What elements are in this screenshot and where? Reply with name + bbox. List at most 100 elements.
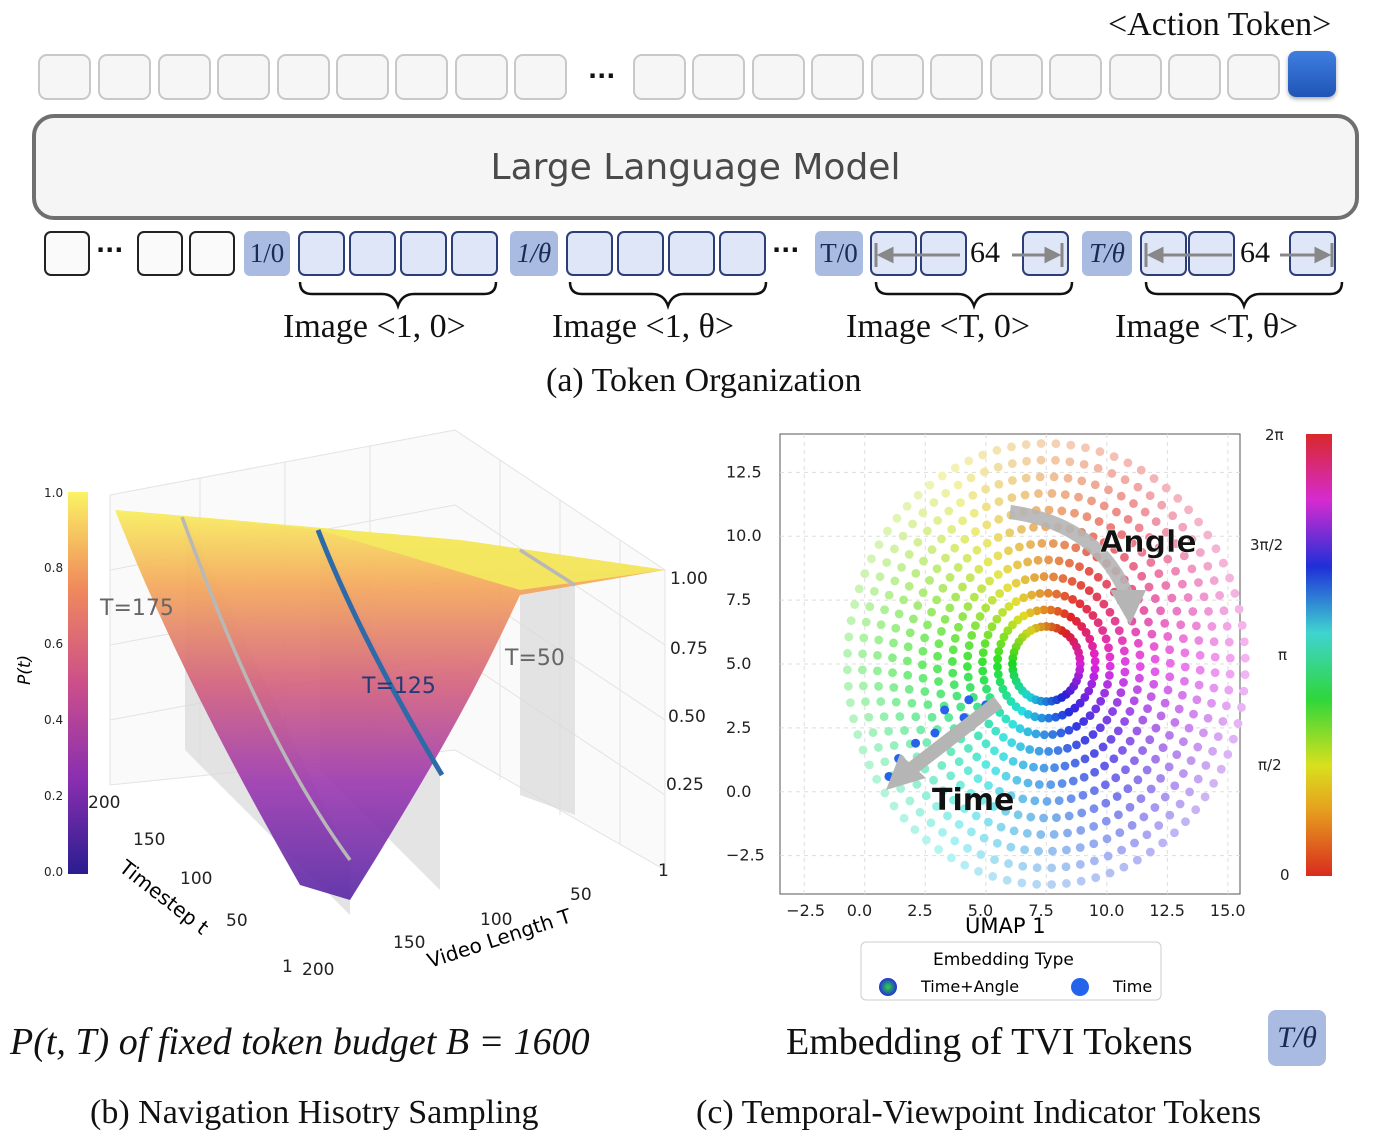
embedding-point [874,681,883,691]
embedding-point [1056,728,1066,738]
embedding-point [1117,530,1127,540]
hue-colorbar-ticks: 2π 3π/2 π π/2 0 [1250,426,1290,884]
embedding-point [1101,798,1111,808]
embedding-point [1107,469,1117,478]
embedding-point [857,665,867,675]
image-token [451,231,498,276]
embedding-point [958,582,967,592]
embedding-point [894,609,904,619]
z-axis-label: P(t) [15,655,35,685]
embedding-point [1049,830,1059,839]
embedding-point [1160,792,1170,802]
embedding-point [1001,771,1011,781]
embedding-point [925,480,935,490]
embedding-point [1174,704,1184,714]
embedding-point [1150,594,1160,603]
embedding-point [1186,756,1196,766]
embedding-point [876,697,886,706]
embedding-point [1171,566,1180,576]
embedding-point [854,584,864,594]
embedding-point [1179,551,1189,561]
embedding-point [937,626,946,636]
image-token [617,231,664,276]
embedding-point [1100,780,1110,790]
embedding-point [1026,812,1036,822]
embedding-point [865,602,875,611]
embedding-point [1039,572,1049,581]
embedding-point [1123,784,1133,794]
embedding-point [1125,802,1135,812]
embedding-point [937,534,946,544]
embedding-point [1163,554,1173,564]
embedding-point [889,638,898,648]
embedding-point [1178,769,1188,778]
embedding-point [849,714,858,724]
embedding-point [1184,723,1194,733]
embedding-point [1085,634,1095,644]
embedding-point [946,853,956,863]
embedding-point [846,616,856,626]
image-token [719,231,766,276]
cbar-tick: 0.8 [44,561,63,575]
embedding-point [1194,517,1203,527]
embedding-point [951,592,961,602]
embedding-point [1013,560,1022,570]
embedding-point [1039,730,1049,740]
output-token [1227,54,1280,100]
embedding-point [1075,599,1085,609]
embedding-point [956,780,965,790]
embedding-point [1075,562,1084,571]
x-tick: 200 [302,960,334,980]
angle-arrow-head [1110,590,1146,625]
embedding-point [1062,879,1071,888]
embedding-point [1098,742,1108,752]
output-token [930,54,983,100]
cbar-tick: 1.0 [44,486,63,500]
embedding-point [1015,724,1025,733]
embedding-point [1006,842,1016,852]
embedding-point [1140,507,1150,517]
text-ellipsis: ··· [96,236,124,264]
image-ellipsis: ··· [772,236,800,264]
embedding-point [889,683,899,692]
embedding-point [1054,796,1064,806]
embedding-point [1104,643,1113,653]
embedding-point [934,639,944,649]
indicator-token-t-theta: T/θ [1082,231,1132,276]
embedding-point [1103,680,1112,689]
embedding-point [1143,704,1152,713]
embedding-point [1142,765,1152,775]
embedding-point [1088,730,1098,739]
embedding-point [1057,506,1067,516]
embedding-point [937,761,947,770]
embedding-point [963,672,973,682]
embedding-point [888,653,897,663]
embedding-point [1035,472,1045,482]
embedding-point [1044,747,1054,756]
embedding-point [1099,501,1109,511]
embedding-point [1087,679,1097,689]
embedding-point [1060,761,1070,771]
embedding-point [1103,851,1113,861]
embedding-point [1145,491,1155,501]
embedding-point [874,540,884,550]
embedding-point [999,632,1009,642]
output-token [455,54,508,100]
indicator-token-t-0: T/0 [815,231,863,276]
embedding-point [1185,787,1195,797]
curve-label-t50: T=50 [504,646,565,671]
embedding-point [913,490,923,500]
embedding-point [982,538,992,548]
embedding-point [896,784,906,793]
embedding-point [1075,843,1085,852]
embedding-point [1170,718,1180,727]
embedding-point [964,456,974,466]
embedding-point [1021,473,1031,483]
embedding-point [921,835,931,845]
embedding-point [889,801,899,811]
embedding-point [1032,606,1042,616]
embedding-point [1156,773,1165,783]
embedding-point [1102,579,1112,589]
hue-tick: 2π [1265,426,1284,444]
embedding-point [1151,517,1161,527]
